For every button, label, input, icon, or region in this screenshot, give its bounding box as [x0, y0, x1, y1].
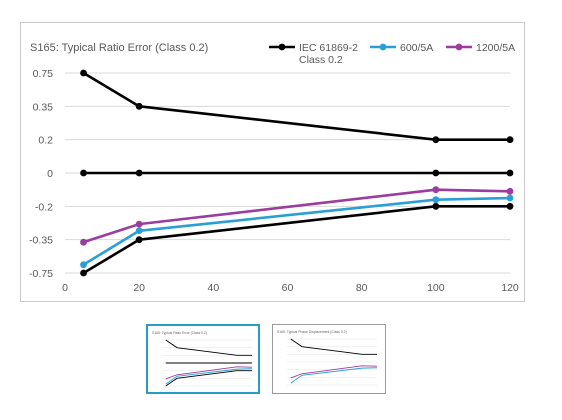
- thumbnail-phase-displacement-preview: S165: Typical Phase Displacement (Class …: [277, 330, 378, 386]
- data-point: [80, 69, 87, 77]
- y-tick-label: 0.35: [33, 101, 54, 113]
- x-tick-label: 100: [427, 282, 445, 294]
- data-point: [506, 169, 514, 177]
- data-point: [135, 220, 143, 228]
- data-point: [135, 169, 143, 177]
- ratio-error-chart: 0.75 0.35 0.2 0 -0.2 -0.35 -0.75 0 20 40 60 80 100 12…: [20, 22, 525, 302]
- legend-swatch-marker: [379, 43, 387, 51]
- data-point: [432, 136, 440, 144]
- data-point: [80, 269, 87, 277]
- data-point: [432, 186, 440, 194]
- thumbnail-series-line: [165, 368, 253, 385]
- thumbnail-ratio-error[interactable]: S165: Typical Ratio Error (Class 0.2): [146, 324, 260, 394]
- data-point: [506, 194, 514, 202]
- legend-label: 1200/5A: [476, 42, 515, 54]
- thumbnail-phase-displacement[interactable]: S165: Typical Phase Displacement (Class …: [272, 324, 386, 394]
- series-line: [83, 188, 511, 244]
- series-line: [82, 196, 511, 266]
- x-tick-label: 0: [62, 282, 68, 294]
- y-tick-label: 0: [47, 168, 53, 180]
- data-point: [135, 102, 143, 110]
- thumbnail-series-line: [290, 367, 378, 384]
- data-point: [80, 261, 87, 269]
- legend-label: IEC 61869-2: [299, 42, 358, 54]
- data-point: [432, 169, 440, 177]
- chart-title: S165: Typical Ratio Error (Class 0.2): [30, 42, 208, 54]
- series-line: [82, 205, 510, 275]
- thumbnail-series-line: [290, 365, 378, 379]
- thumbnail-ratio-error-preview: S165: Typical Ratio Error (Class 0.2): [152, 331, 253, 387]
- y-tick-label: -0.75: [29, 268, 53, 280]
- y-tick-label: 0.2: [38, 135, 53, 147]
- legend-swatch-marker: [455, 43, 463, 51]
- legend-swatch-marker: [278, 43, 286, 51]
- x-tick-label: 80: [356, 282, 368, 294]
- thumbnail-series-line: [290, 338, 377, 355]
- data-point: [506, 136, 514, 144]
- y-tick-label: -0.2: [35, 201, 53, 213]
- data-point: [432, 196, 440, 204]
- y-tick-label: 0.75: [33, 68, 54, 80]
- thumbnail-series-line: [165, 339, 252, 356]
- data-point: [506, 202, 514, 210]
- legend-label: 600/5A: [400, 42, 433, 54]
- thumbnail-series-line: [165, 366, 253, 380]
- data-point: [432, 202, 440, 210]
- chart-canvas: 0.75 0.35 0.2 0 -0.2 -0.35 -0.75 0 20 40 60 80 100 12…: [29, 42, 519, 294]
- x-tick-label: 60: [282, 282, 294, 294]
- data-point: [80, 169, 87, 177]
- data-point: [506, 187, 514, 195]
- legend-label: Class 0.2: [299, 54, 343, 66]
- x-tick-label: 40: [207, 282, 219, 294]
- data-point: [135, 236, 143, 244]
- series-line: [82, 71, 510, 141]
- data-point: [80, 238, 87, 246]
- thumbnail-title: S165: Typical Phase Displacement (Class …: [277, 330, 347, 334]
- thumbnail-title: S165: Typical Ratio Error (Class 0.2): [152, 331, 207, 335]
- thumbnail-series-line: [165, 370, 252, 387]
- y-tick-label: -0.35: [29, 235, 53, 247]
- x-tick-label: 20: [133, 282, 145, 294]
- x-tick-label: 120: [501, 282, 519, 294]
- data-point: [135, 227, 143, 235]
